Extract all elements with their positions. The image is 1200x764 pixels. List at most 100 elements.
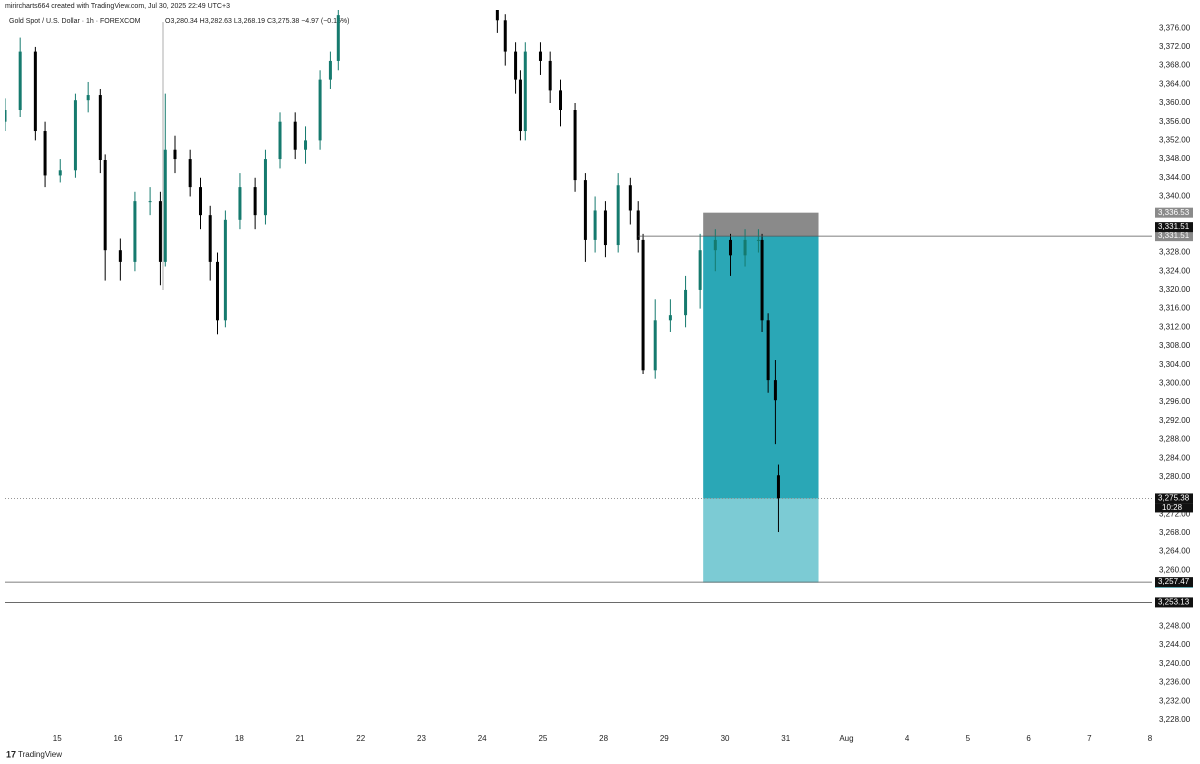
y-tick-label: 3,340.00 — [1159, 192, 1191, 201]
credit: mirircharts664 created with TradingView.… — [5, 3, 230, 10]
candle-body — [208, 215, 212, 262]
candle-body — [43, 131, 47, 176]
line-label-bg — [1155, 222, 1193, 233]
y-tick-label: 3,236.00 — [1159, 678, 1191, 687]
x-tick-label: 30 — [721, 734, 730, 743]
line-label: 3,331.51 — [1158, 222, 1190, 231]
brand-logo: 17 — [6, 749, 16, 759]
x-tick-label: Aug — [839, 734, 853, 743]
x-tick-label: 15 — [53, 734, 62, 743]
candle-body — [684, 289, 688, 316]
line-label-bg — [1155, 597, 1193, 608]
candle-body — [760, 239, 764, 321]
y-tick-label: 3,348.00 — [1159, 154, 1191, 163]
y-tick-label: 3,368.00 — [1159, 61, 1191, 70]
candle-body — [158, 201, 162, 262]
x-tick-label: 4 — [905, 734, 910, 743]
x-tick-label: 22 — [356, 734, 365, 743]
y-tick-label: 3,264.00 — [1159, 547, 1191, 556]
candle-body — [133, 201, 137, 262]
y-tick-label: 3,372.00 — [1159, 42, 1191, 51]
candle-body — [188, 159, 192, 188]
candle-body — [118, 250, 122, 262]
candle-body — [603, 210, 607, 246]
candle-body — [495, 10, 499, 21]
candle-body — [766, 320, 770, 381]
x-tick-label: 5 — [966, 734, 971, 743]
candle-body — [173, 149, 177, 160]
y-tick-label: 3,240.00 — [1159, 659, 1191, 668]
y-tick-label: 3,228.00 — [1159, 715, 1191, 724]
y-tick-label: 3,328.00 — [1159, 248, 1191, 257]
x-tick-label: 29 — [660, 734, 669, 743]
candle-body — [98, 95, 102, 161]
candle-body — [538, 51, 542, 61]
x-tick-label: 24 — [478, 734, 487, 743]
y-tick-label: 3,268.00 — [1159, 528, 1191, 537]
brand: 17 TradingView — [6, 749, 62, 759]
candle-body — [593, 210, 597, 240]
candle-body — [773, 380, 777, 401]
y-tick-label: 3,272.00 — [1159, 509, 1191, 518]
candle-body — [304, 140, 308, 150]
ohlc: O3,280.34 H3,282.63 L3,268.19 C3,275.38 … — [165, 18, 349, 25]
x-tick-label: 25 — [538, 734, 547, 743]
x-tick-label: 23 — [417, 734, 426, 743]
y-tick-label: 3,288.00 — [1159, 435, 1191, 444]
stop-label-bg — [1155, 207, 1193, 218]
candle-body — [278, 121, 282, 160]
candle-body — [58, 170, 62, 176]
candle-body — [573, 110, 577, 181]
y-tick-label: 3,292.00 — [1159, 416, 1191, 425]
candle-body — [103, 160, 107, 251]
candle-body — [776, 475, 780, 499]
y-tick-label: 3,316.00 — [1159, 304, 1191, 313]
candle-body — [336, 15, 340, 61]
y-tick-label: 3,356.00 — [1159, 117, 1191, 126]
entry-label-bg — [1155, 231, 1193, 242]
x-tick-label: 21 — [296, 734, 305, 743]
y-tick-label: 3,312.00 — [1159, 322, 1191, 331]
candle-body — [318, 79, 322, 141]
candle-body — [616, 185, 620, 246]
candle-body — [514, 51, 518, 80]
candle-body — [73, 100, 77, 171]
candle-body — [253, 187, 257, 216]
candle-body — [293, 121, 297, 150]
y-tick-label: 3,364.00 — [1159, 79, 1191, 88]
line-label: 3,275.38 — [1158, 494, 1190, 503]
x-tick-label: 28 — [599, 734, 608, 743]
y-tick-label: 3,296.00 — [1159, 397, 1191, 406]
candle-body — [548, 60, 552, 91]
candle-body — [148, 201, 152, 203]
plot-area — [5, 10, 819, 583]
x-tick-label: 18 — [235, 734, 244, 743]
x-tick-label: 17 — [174, 734, 183, 743]
candle-body — [756, 239, 760, 241]
candle-body — [698, 250, 702, 290]
entry-label: 3,331.51 — [1158, 231, 1190, 240]
candle-body — [636, 210, 640, 240]
countdown-bg — [1155, 503, 1193, 513]
x-tick-label: 8 — [1148, 734, 1153, 743]
y-tick-label: 3,284.00 — [1159, 453, 1191, 462]
y-tick-label: 3,300.00 — [1159, 378, 1191, 387]
line-label: 3,253.13 — [1158, 598, 1190, 607]
position-stop-zone — [703, 212, 819, 237]
candle-body — [583, 180, 587, 240]
x-tick-label: 6 — [1026, 734, 1031, 743]
candle-body — [743, 239, 747, 256]
line-label-bg — [1155, 577, 1193, 588]
candle-body — [728, 239, 732, 256]
x-tick-label: 7 — [1087, 734, 1092, 743]
candle-body — [5, 110, 7, 122]
candle-body — [328, 60, 332, 80]
line-label: 3,257.47 — [1158, 577, 1190, 586]
y-tick-label: 3,324.00 — [1159, 266, 1191, 275]
candle-body — [223, 219, 227, 321]
y-tick-label: 3,360.00 — [1159, 98, 1191, 107]
y-tick-label: 3,376.00 — [1159, 23, 1191, 32]
stop-label: 3,336.53 — [1158, 208, 1190, 217]
candle-body — [518, 79, 522, 132]
